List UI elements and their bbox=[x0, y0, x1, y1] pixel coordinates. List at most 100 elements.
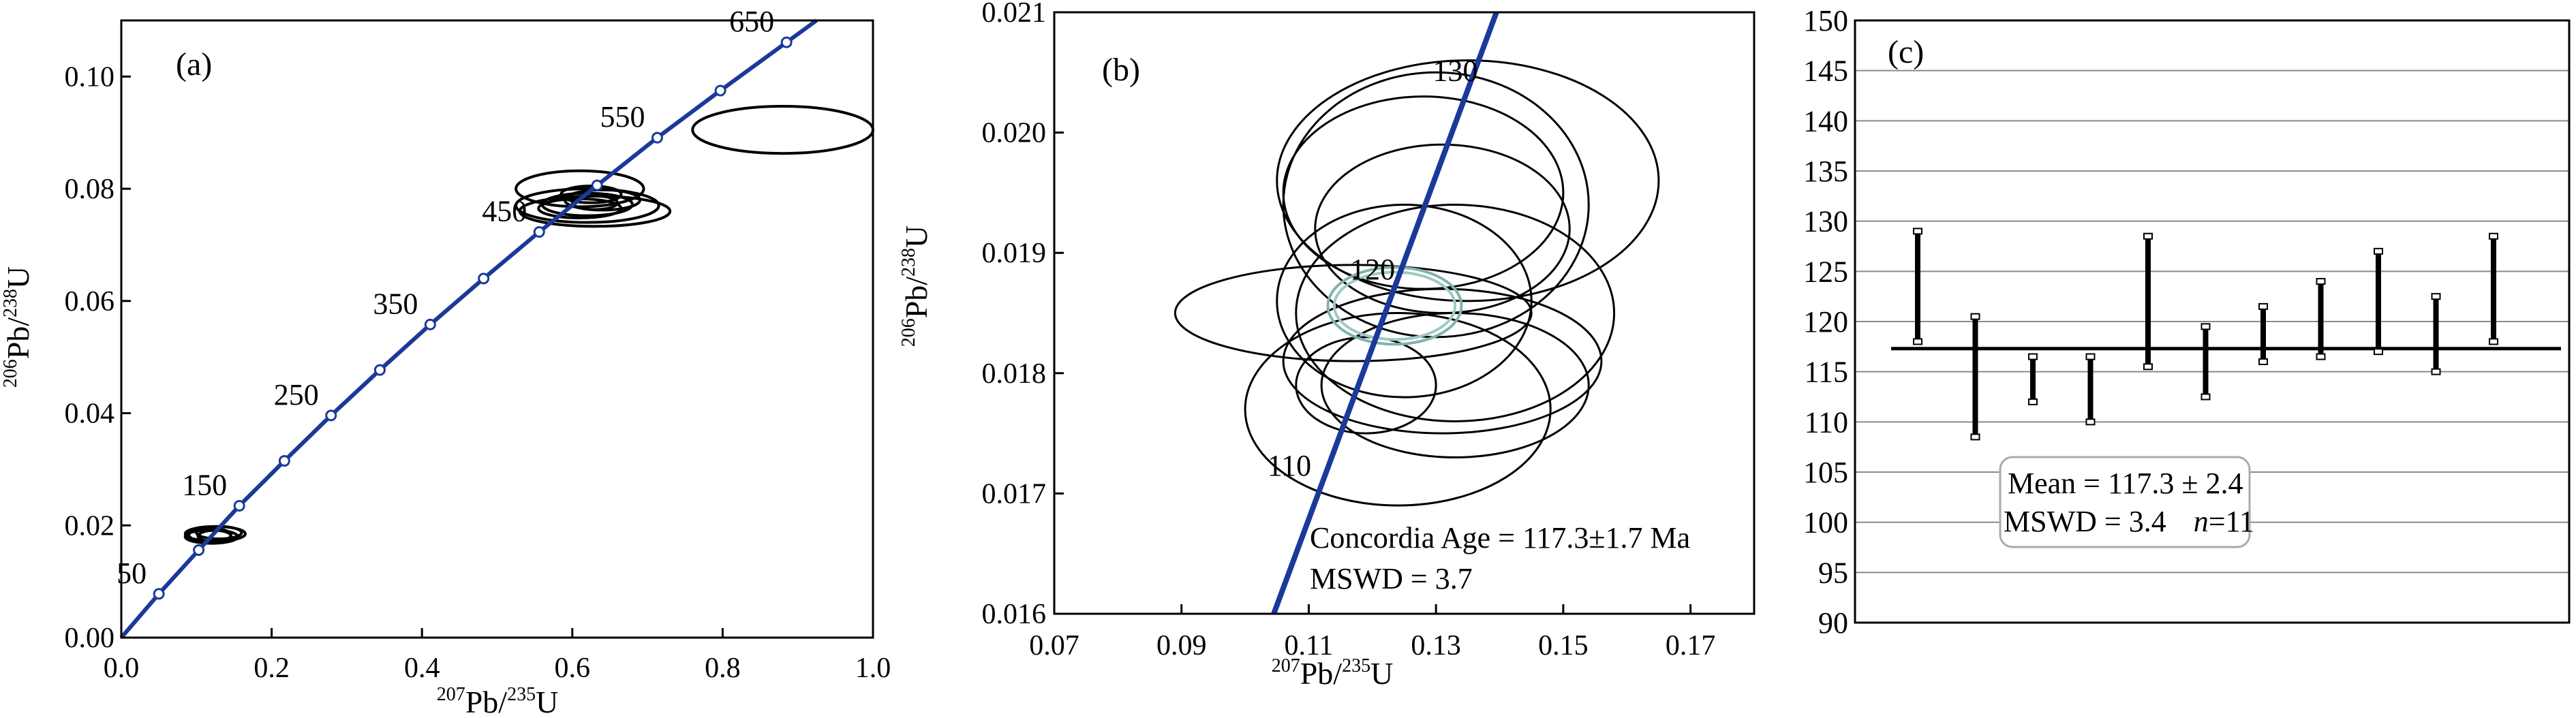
panel-b-ytick-label: 0.020 bbox=[982, 118, 1047, 149]
panel-a-ytick-label: 0.02 bbox=[65, 510, 115, 542]
panel-c-error-bar-cap-bottom bbox=[2143, 363, 2153, 371]
panel-b-ytick-label: 0.021 bbox=[982, 0, 1047, 29]
panel-c-stats-n-symbol: n bbox=[2194, 505, 2209, 538]
panel-c-error-bar-cap-top bbox=[1970, 313, 1980, 320]
panel-a-concordia-marker bbox=[424, 318, 436, 330]
panel-b-error-ellipse bbox=[1295, 204, 1616, 422]
panel-c-errorbars bbox=[1891, 228, 2561, 441]
panel-c-error-bar-cap-bottom bbox=[1913, 338, 1922, 345]
panel-c-ytick-label: 135 bbox=[1803, 155, 1848, 188]
panel-b: 0.07 0.09 0.11 0.13 0.15 0.17 0.016 0.017 0.018 0… bbox=[898, 0, 1755, 691]
panel-c-error-bar-cap-top bbox=[2085, 353, 2096, 360]
panel-a-concordia-marker bbox=[591, 179, 603, 191]
panel-c-error-bar-cap-bottom bbox=[2316, 353, 2326, 360]
panel-c-ytick-label: 150 bbox=[1803, 4, 1848, 37]
panel-b-xtick-label: 0.15 bbox=[1538, 630, 1589, 661]
panel-a-ylabel-tail: U bbox=[1, 266, 35, 289]
panel-c-ytick-label: 100 bbox=[1803, 506, 1848, 540]
panel-a-error-ellipse bbox=[691, 105, 875, 155]
panel-b-error-ellipse bbox=[1174, 264, 1533, 362]
panel-c-error-bar-cap-top bbox=[2201, 323, 2211, 330]
panel-a-age-label: 150 bbox=[182, 468, 227, 501]
panel-a-xlabel-sup2: 235 bbox=[507, 684, 536, 705]
panel-a-ticks: 0.0 0.2 0.4 0.6 0.8 1.0 0.00 0.02 0.04 0.06 0.08 0.… bbox=[65, 61, 891, 684]
panel-b-xlabel-main: Pb/ bbox=[1300, 656, 1343, 691]
panel-c-ytick-label: 125 bbox=[1803, 255, 1848, 288]
panel-a-ylabel-sup2: 238 bbox=[0, 289, 21, 317]
panel-a: 0.0 0.2 0.4 0.6 0.8 1.0 0.00 0.02 0.04 0.06 0.08 0.… bbox=[0, 5, 891, 718]
panel-b-ticks: 0.07 0.09 0.11 0.13 0.15 0.17 0.016 0.017 0.018 0… bbox=[982, 0, 1716, 661]
panel-b-annotation-line1: Concordia Age = 117.3±1.7 Ma bbox=[1310, 521, 1690, 555]
panel-c-stats-mean: Mean = 117.3 ± 2.4 bbox=[2008, 467, 2243, 500]
panel-a-concordia-marker bbox=[533, 226, 545, 238]
panel-c-error-bar-cap-top bbox=[2258, 302, 2268, 310]
panel-c-error-bar-cap-bottom bbox=[2085, 418, 2096, 426]
panel-a-concordia-curve bbox=[119, 18, 818, 639]
panel-b-ytick-label: 0.019 bbox=[982, 238, 1047, 269]
panel-a-ytick-label: 0.00 bbox=[65, 623, 115, 654]
panel-c-error-bar-cap-top bbox=[2489, 232, 2498, 240]
panel-c-ytick-label: 95 bbox=[1818, 556, 1848, 589]
panel-a-label: (a) bbox=[176, 46, 212, 82]
panel-b-xlabel: 207Pb/235U bbox=[1272, 655, 1394, 691]
panel-a-ytick-label: 0.08 bbox=[65, 174, 115, 205]
panel-a-xlabel-sup1: 207 bbox=[437, 684, 465, 705]
panel-a-concordia-marker bbox=[478, 272, 490, 285]
panel-b-xlabel-tail: U bbox=[1370, 656, 1393, 691]
panel-c-error-bar-cap-bottom bbox=[2374, 348, 2383, 356]
panel-b-error-ellipse bbox=[1276, 59, 1660, 302]
panel-b-xtick-label: 0.09 bbox=[1156, 630, 1207, 661]
panel-c-error-bar-cap-top bbox=[2143, 232, 2153, 240]
panel-a-concordia-marker bbox=[193, 544, 205, 557]
panel-b-ylabel: 206Pb/238U bbox=[898, 225, 934, 347]
panel-c-grid: 90 95 100 105 110 115 120 125 130 135 140 145 150 bbox=[1803, 4, 2569, 640]
panel-c-ytick-label: 120 bbox=[1803, 305, 1848, 339]
panel-b-ytick-label: 0.017 bbox=[982, 478, 1047, 510]
panel-b-label: (b) bbox=[1102, 52, 1140, 88]
panel-b-age-label: 110 bbox=[1268, 449, 1311, 482]
panel-c-error-bar-cap-top bbox=[1913, 228, 1922, 235]
panel-a-ylabel: 206Pb/238U bbox=[0, 266, 35, 388]
panel-b-concordia-curve bbox=[1271, 11, 1499, 615]
panel-c-error-bar-cap-bottom bbox=[1970, 433, 1980, 441]
panel-b-frame bbox=[1053, 11, 1755, 615]
panel-c-error-bar-cap-top bbox=[2028, 353, 2038, 360]
panel-c-frame bbox=[1854, 19, 2571, 624]
panel-c-error-bar-cap-bottom bbox=[2028, 398, 2038, 405]
panel-c-stats-n-value: =11 bbox=[2209, 505, 2254, 538]
panel-a-ellipses bbox=[183, 105, 875, 545]
panel-a-ytick-label: 0.04 bbox=[65, 399, 115, 430]
panel-c-ytick-label: 90 bbox=[1818, 606, 1848, 640]
panel-b-error-ellipse bbox=[1244, 312, 1552, 507]
panel-c-error-bar-cap-top bbox=[2316, 278, 2326, 285]
panel-b-age-label: 120 bbox=[1350, 253, 1395, 286]
panel-b-age-label: 130 bbox=[1433, 54, 1478, 88]
panel-a-ytick-label: 0.06 bbox=[65, 286, 115, 317]
panel-b-concordia: 130 120 110 bbox=[1268, 11, 1499, 615]
panel-c-error-bar-cap-top bbox=[2431, 293, 2441, 300]
panel-b-xlabel-sup2: 235 bbox=[1342, 655, 1370, 676]
panel-b-annotation-line2: MSWD = 3.7 bbox=[1310, 562, 1473, 595]
panel-c-error-bar-cap-bottom bbox=[2258, 358, 2268, 365]
panel-a-age-label: 550 bbox=[600, 100, 645, 134]
panel-a-error-ellipse bbox=[515, 187, 660, 224]
panel-c-error-bar-cap-bottom bbox=[2489, 338, 2498, 345]
panel-a-concordia-marker bbox=[373, 364, 386, 376]
panel-a-ylabel-main: Pb/ bbox=[1, 317, 35, 360]
panel-b-ylabel-sup2: 238 bbox=[898, 248, 919, 277]
panel-a-concordia-marker bbox=[780, 36, 793, 48]
panel-a-age-label: 450 bbox=[482, 195, 527, 228]
panel-c-stats-mswd: MSWD = 3.4 n=11 bbox=[2004, 505, 2254, 538]
panel-a-xtick-label: 1.0 bbox=[855, 653, 891, 684]
panel-b-ytick-label: 0.018 bbox=[982, 358, 1047, 390]
panel-b-ylabel-sup1: 206 bbox=[898, 318, 919, 347]
panel-c-ytick-label: 145 bbox=[1803, 54, 1848, 88]
panel-a-frame bbox=[120, 19, 874, 639]
panel-c-ytick-label: 115 bbox=[1805, 356, 1848, 389]
panel-c-error-bar-cap-bottom bbox=[2431, 368, 2441, 375]
panel-a-age-label: 250 bbox=[274, 378, 319, 411]
panel-a-xlabel-tail: U bbox=[536, 685, 558, 718]
panel-c-stats-box: Mean = 117.3 ± 2.4 MSWD = 3.4 n=11 bbox=[1999, 456, 2254, 548]
panel-a-xtick-label: 0.8 bbox=[705, 653, 741, 684]
panel-a-error-ellipse bbox=[559, 184, 623, 204]
